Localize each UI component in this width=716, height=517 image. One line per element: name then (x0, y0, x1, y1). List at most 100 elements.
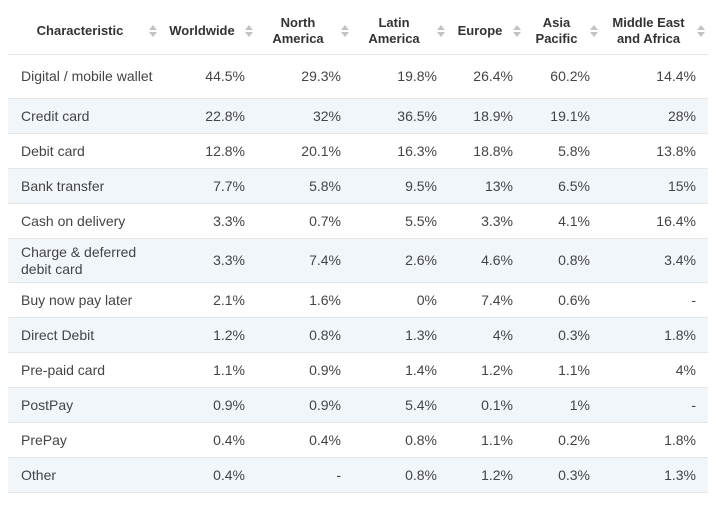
cell-north-america: 0.9% (256, 387, 352, 423)
cell-latin-america: 9.5% (352, 168, 448, 204)
cell-north-america: - (256, 457, 352, 493)
header-row: Characteristic Worldwide North America L… (8, 8, 708, 55)
cell-worldwide: 3.3% (160, 203, 256, 239)
cell-europe: 3.3% (448, 203, 524, 239)
row-label: PrePay (8, 422, 160, 458)
cell-asia-pacific: 6.5% (524, 168, 601, 204)
table-row: Digital / mobile wallet 44.5% 29.3% 19.8… (8, 54, 708, 99)
cell-europe: 18.8% (448, 133, 524, 169)
table-row: PostPay 0.9% 0.9% 5.4% 0.1% 1% - (8, 387, 708, 423)
cell-europe: 0.1% (448, 387, 524, 423)
cell-europe: 1.2% (448, 352, 524, 388)
cell-north-america: 0.8% (256, 317, 352, 353)
cell-worldwide: 2.1% (160, 282, 256, 318)
cell-europe: 26.4% (448, 54, 524, 99)
cell-europe: 1.2% (448, 457, 524, 493)
table-header: Characteristic Worldwide North America L… (8, 8, 708, 55)
row-label: Bank transfer (8, 168, 160, 204)
column-header-label: Europe (457, 23, 503, 38)
cell-north-america: 20.1% (256, 133, 352, 169)
table-row: PrePay 0.4% 0.4% 0.8% 1.1% 0.2% 1.8% (8, 422, 708, 458)
column-header-europe[interactable]: Europe (448, 8, 524, 55)
table-row: Charge & deferred debit card 3.3% 7.4% 2… (8, 238, 708, 283)
sort-arrows-icon[interactable] (590, 24, 598, 38)
table-body: Digital / mobile wallet 44.5% 29.3% 19.8… (8, 54, 708, 493)
cell-europe: 4% (448, 317, 524, 353)
cell-worldwide: 1.2% (160, 317, 256, 353)
sort-arrows-icon[interactable] (437, 24, 445, 38)
cell-latin-america: 0.8% (352, 457, 448, 493)
cell-north-america: 0.7% (256, 203, 352, 239)
cell-asia-pacific: 0.3% (524, 317, 601, 353)
table-row: Pre-paid card 1.1% 0.9% 1.4% 1.2% 1.1% 4… (8, 352, 708, 388)
cell-middle-east-africa: 1.8% (601, 422, 708, 458)
cell-latin-america: 36.5% (352, 98, 448, 134)
cell-middle-east-africa: 14.4% (601, 54, 708, 99)
cell-worldwide: 12.8% (160, 133, 256, 169)
column-header-asia-pacific[interactable]: Asia Pacific (524, 8, 601, 55)
sort-arrows-icon[interactable] (341, 24, 349, 38)
cell-worldwide: 0.4% (160, 457, 256, 493)
cell-middle-east-africa: - (601, 282, 708, 318)
column-header-label: Characteristic (36, 23, 124, 38)
cell-asia-pacific: 0.2% (524, 422, 601, 458)
column-header-label: Worldwide (169, 23, 235, 38)
cell-north-america: 0.9% (256, 352, 352, 388)
cell-asia-pacific: 0.6% (524, 282, 601, 318)
cell-middle-east-africa: 3.4% (601, 238, 708, 283)
column-header-latin-america[interactable]: Latin America (352, 8, 448, 55)
column-header-label: North America (272, 15, 324, 46)
cell-asia-pacific: 0.3% (524, 457, 601, 493)
cell-middle-east-africa: 1.8% (601, 317, 708, 353)
row-label: PostPay (8, 387, 160, 423)
cell-latin-america: 19.8% (352, 54, 448, 99)
sort-arrows-icon[interactable] (513, 24, 521, 38)
cell-middle-east-africa: 16.4% (601, 203, 708, 239)
column-header-label: Latin America (368, 15, 420, 46)
cell-asia-pacific: 0.8% (524, 238, 601, 283)
table-row: Buy now pay later 2.1% 1.6% 0% 7.4% 0.6%… (8, 282, 708, 318)
cell-middle-east-africa: 4% (601, 352, 708, 388)
cell-north-america: 1.6% (256, 282, 352, 318)
cell-middle-east-africa: 1.3% (601, 457, 708, 493)
cell-north-america: 5.8% (256, 168, 352, 204)
table-row: Cash on delivery 3.3% 0.7% 5.5% 3.3% 4.1… (8, 203, 708, 239)
cell-europe: 7.4% (448, 282, 524, 318)
cell-asia-pacific: 19.1% (524, 98, 601, 134)
sort-arrows-icon[interactable] (245, 24, 253, 38)
sort-arrows-icon[interactable] (149, 24, 157, 38)
cell-latin-america: 0.8% (352, 422, 448, 458)
cell-worldwide: 3.3% (160, 238, 256, 283)
column-header-north-america[interactable]: North America (256, 8, 352, 55)
cell-latin-america: 5.4% (352, 387, 448, 423)
sort-arrows-icon[interactable] (697, 24, 705, 38)
column-header-worldwide[interactable]: Worldwide (160, 8, 256, 55)
row-label: Pre-paid card (8, 352, 160, 388)
cell-europe: 1.1% (448, 422, 524, 458)
cell-middle-east-africa: 28% (601, 98, 708, 134)
column-header-label: Middle East and Africa (612, 15, 685, 46)
row-label: Credit card (8, 98, 160, 134)
cell-worldwide: 1.1% (160, 352, 256, 388)
cell-asia-pacific: 5.8% (524, 133, 601, 169)
cell-worldwide: 0.4% (160, 422, 256, 458)
row-label: Buy now pay later (8, 282, 160, 318)
cell-worldwide: 0.9% (160, 387, 256, 423)
table-row: Other 0.4% - 0.8% 1.2% 0.3% 1.3% (8, 457, 708, 493)
cell-worldwide: 44.5% (160, 54, 256, 99)
cell-worldwide: 7.7% (160, 168, 256, 204)
cell-asia-pacific: 60.2% (524, 54, 601, 99)
cell-north-america: 29.3% (256, 54, 352, 99)
row-label: Debit card (8, 133, 160, 169)
column-header-characteristic[interactable]: Characteristic (8, 8, 160, 55)
row-label: Digital / mobile wallet (8, 54, 160, 99)
row-label: Direct Debit (8, 317, 160, 353)
data-table: Characteristic Worldwide North America L… (8, 8, 708, 493)
cell-north-america: 32% (256, 98, 352, 134)
table-row: Credit card 22.8% 32% 36.5% 18.9% 19.1% … (8, 98, 708, 134)
column-header-middle-east-africa[interactable]: Middle East and Africa (601, 8, 708, 55)
table-row: Bank transfer 7.7% 5.8% 9.5% 13% 6.5% 15… (8, 168, 708, 204)
table-row: Debit card 12.8% 20.1% 16.3% 18.8% 5.8% … (8, 133, 708, 169)
cell-worldwide: 22.8% (160, 98, 256, 134)
cell-latin-america: 1.4% (352, 352, 448, 388)
